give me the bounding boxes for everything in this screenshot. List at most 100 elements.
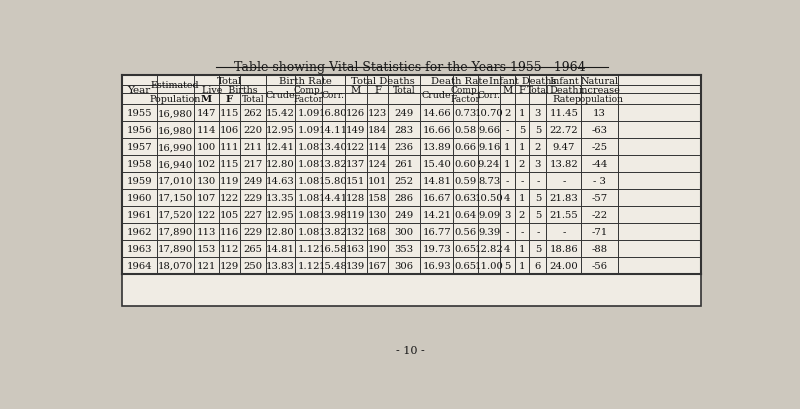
Text: 13: 13 — [593, 109, 606, 118]
Text: Estimated: Estimated — [151, 80, 199, 89]
Text: 13.82: 13.82 — [319, 227, 348, 236]
Text: -: - — [506, 126, 509, 135]
Text: 107: 107 — [197, 193, 216, 202]
Text: 5: 5 — [504, 261, 510, 270]
Text: 10.50: 10.50 — [474, 193, 503, 202]
Text: 252: 252 — [394, 177, 414, 186]
Text: 250: 250 — [243, 261, 262, 270]
Text: 5: 5 — [534, 211, 541, 220]
Text: 5: 5 — [534, 244, 541, 253]
Text: Factor: Factor — [294, 95, 323, 104]
Text: 0.59: 0.59 — [454, 177, 477, 186]
Text: 24.00: 24.00 — [550, 261, 578, 270]
Text: 8.73: 8.73 — [478, 177, 500, 186]
Text: Infant: Infant — [549, 76, 578, 85]
Text: 13.82: 13.82 — [319, 160, 348, 169]
Text: 306: 306 — [394, 261, 414, 270]
Text: - 10 -: - 10 - — [396, 345, 424, 355]
Text: 249: 249 — [394, 109, 414, 118]
Text: 1.08: 1.08 — [298, 211, 320, 220]
Text: 1959: 1959 — [126, 177, 152, 186]
Text: 1956: 1956 — [126, 126, 152, 135]
Text: 249: 249 — [243, 177, 262, 186]
Text: 16.58: 16.58 — [319, 244, 347, 253]
Text: 16,980: 16,980 — [158, 126, 193, 135]
Text: 147: 147 — [197, 109, 216, 118]
Text: 0.64: 0.64 — [454, 211, 477, 220]
Text: 300: 300 — [394, 227, 414, 236]
Text: 12.80: 12.80 — [266, 160, 295, 169]
Text: increase: increase — [578, 85, 621, 94]
Text: 16.80: 16.80 — [319, 109, 347, 118]
Text: Natural: Natural — [581, 76, 618, 85]
Text: 1.08: 1.08 — [298, 177, 320, 186]
Text: F: F — [226, 95, 233, 104]
Text: 1.12: 1.12 — [298, 244, 320, 253]
Text: 128: 128 — [346, 193, 366, 202]
Text: -25: -25 — [591, 143, 607, 152]
Text: 227: 227 — [243, 211, 262, 220]
Text: 1.08: 1.08 — [298, 160, 320, 169]
Text: 18.86: 18.86 — [550, 244, 578, 253]
Text: Factor: Factor — [451, 95, 481, 104]
Text: 0.65: 0.65 — [454, 244, 477, 253]
Text: 168: 168 — [368, 227, 387, 236]
Text: 5: 5 — [534, 193, 541, 202]
Text: 111: 111 — [220, 143, 239, 152]
Text: 2: 2 — [534, 143, 541, 152]
Text: 130: 130 — [368, 211, 387, 220]
Text: 22.72: 22.72 — [550, 126, 578, 135]
Text: 211: 211 — [243, 143, 262, 152]
Text: Year: Year — [127, 86, 150, 95]
Text: 1.08: 1.08 — [298, 143, 320, 152]
Text: -: - — [506, 177, 509, 186]
Text: 122: 122 — [346, 143, 366, 152]
Text: 16.66: 16.66 — [422, 126, 451, 135]
Text: 1.09: 1.09 — [298, 126, 320, 135]
Text: 13.83: 13.83 — [266, 261, 295, 270]
Text: 9.16: 9.16 — [478, 143, 500, 152]
Text: 15.42: 15.42 — [266, 109, 295, 118]
Text: 9.24: 9.24 — [478, 160, 500, 169]
Text: 11.45: 11.45 — [550, 109, 578, 118]
Text: 1964: 1964 — [126, 261, 152, 270]
Text: F: F — [374, 85, 381, 94]
Text: Birth Rate: Birth Rate — [279, 76, 332, 85]
Text: 261: 261 — [394, 160, 414, 169]
Text: 153: 153 — [197, 244, 216, 253]
Text: 16.93: 16.93 — [422, 261, 451, 270]
Text: 184: 184 — [368, 126, 387, 135]
Text: Total: Total — [218, 76, 242, 85]
Text: 119: 119 — [220, 177, 239, 186]
Text: Death: Death — [549, 85, 578, 94]
Text: 1: 1 — [518, 193, 526, 202]
Text: 15.48: 15.48 — [319, 261, 348, 270]
Text: 5: 5 — [534, 126, 541, 135]
Text: 114: 114 — [368, 143, 387, 152]
Text: 21.83: 21.83 — [550, 193, 578, 202]
Text: Total: Total — [526, 85, 549, 94]
Text: 19.73: 19.73 — [422, 244, 451, 253]
Text: -: - — [536, 177, 539, 186]
Text: 130: 130 — [197, 177, 216, 186]
Text: 11.00: 11.00 — [474, 261, 503, 270]
Text: -44: -44 — [591, 160, 608, 169]
Text: 12.95: 12.95 — [266, 211, 295, 220]
Text: 3: 3 — [534, 160, 541, 169]
Text: 101: 101 — [368, 177, 387, 186]
Text: 1961: 1961 — [126, 211, 152, 220]
Text: 3: 3 — [504, 211, 510, 220]
Text: 353: 353 — [394, 244, 414, 253]
Text: 13.89: 13.89 — [422, 143, 451, 152]
Text: 123: 123 — [368, 109, 387, 118]
Text: 14.63: 14.63 — [266, 177, 295, 186]
Text: -71: -71 — [591, 227, 608, 236]
Text: 132: 132 — [346, 227, 366, 236]
Text: 0.60: 0.60 — [454, 160, 477, 169]
Text: 121: 121 — [197, 261, 216, 270]
Text: Comp.: Comp. — [451, 85, 481, 94]
Text: M: M — [502, 85, 512, 94]
Text: 137: 137 — [346, 160, 366, 169]
Text: 262: 262 — [243, 109, 262, 118]
Text: 1: 1 — [504, 143, 510, 152]
